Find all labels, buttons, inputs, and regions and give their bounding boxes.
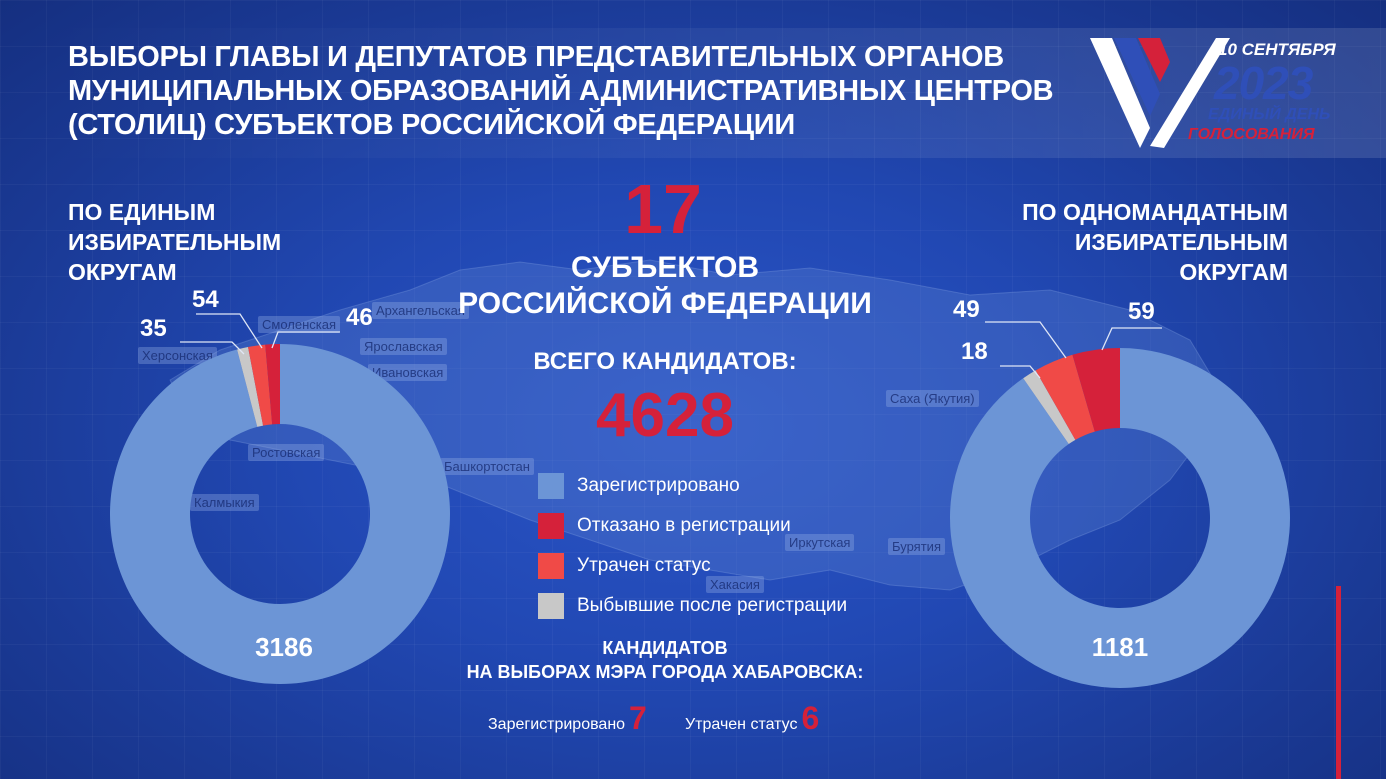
map-label-khakassia: Хакасия [706,576,764,593]
page-title: Выборы главы и депутатов представительны… [68,40,1054,142]
donut-slice-dropped [237,347,264,427]
left-heading-line: избирательным [68,229,282,255]
mayor-title-line: Кандидатов [602,638,728,658]
legend-label: Зарегистрировано [577,475,740,496]
chart-legend: Зарегистрировано Отказано в регистрации … [538,466,847,626]
page-title-line: муниципальных образований административн… [68,75,1054,107]
mayor-candidates-title: Кандидатов на выборах мэра города Хабаро… [430,636,900,684]
donut-chart-single-member-districts [950,348,1290,688]
logo-line2: ГОЛОСОВАНИЯ [1188,126,1315,143]
map-label-ivanovo: Ивановская [368,364,448,381]
legend-label: Отказано в регистрации [577,515,791,536]
logo-year: 2023 [1214,57,1313,109]
map-label-rostov: Ростовская [248,444,325,461]
map-label-smolensk: Смоленская [258,316,341,333]
mayor-registered-value: 7 [629,700,647,736]
legend-swatch [538,593,564,619]
donut-slice-dropped [1023,370,1076,445]
leader-line [1101,327,1162,351]
left-heading-line: округам [68,259,177,285]
right-heading-line: избирательным [1074,229,1288,255]
donut-left-dropped-label: 35 [140,315,167,342]
donut-right-refused-label: 59 [1128,298,1155,325]
donut-right-dropped-label: 18 [961,338,988,365]
donut-slice-refused [265,344,280,425]
mayor-lost-status-label: Утрачен статус [685,716,798,733]
legend-swatch [538,553,564,579]
legend-swatch [538,473,564,499]
map-label-irkutsk: Иркутская [785,534,855,551]
legend-item: Выбывшие после регистрации [538,586,847,626]
mayor-registered: Зарегистрировано 7 [488,700,647,737]
page-title-line: (столиц) субъектов Российской Федерации [68,109,795,141]
map-label-kalmykia: Калмыкия [190,494,259,511]
map-label-bashkortostan: Башкортостан [440,458,534,475]
donut-right-registered-label: 1181 [1091,632,1149,662]
donut-chart-single-districts [110,344,450,684]
donut-slice-refused [1072,348,1120,432]
donut-slice-registered [950,348,1290,688]
total-candidates-label: Всего кандидатов: [533,348,797,375]
legend-item: Зарегистрировано [538,466,847,506]
leader-line [1000,365,1041,379]
donut-slice-registered [110,344,450,684]
map-label-arkhangelsk: Архангельская [372,302,469,319]
left-chart-heading: По единым избирательным округам [68,197,281,287]
left-heading-line: По единым [68,199,216,225]
map-label-yakutia: Саха (Якутия) [886,390,979,407]
leader-line [196,313,263,349]
right-heading-line: округам [1179,259,1288,285]
mayor-registered-label: Зарегистрировано [488,716,626,733]
donut-left-refused-label: 46 [346,304,373,331]
mayor-lost-status-value: 6 [801,700,820,736]
subjects-label-line: Российской Федерации [458,287,872,320]
donut-left-registered-label: 3186 [255,632,313,662]
election-day-logo [1090,38,1230,148]
accent-bar [1336,586,1341,779]
legend-label: Утрачен статус [577,555,711,576]
map-label-kherson: Херсонская [138,347,217,364]
legend-item: Утрачен статус [538,546,847,586]
map-label-buryatia: Бурятия [888,538,945,555]
donut-slice-lost-status [248,344,273,426]
right-chart-heading: По одномандатным избирательным округам [1022,197,1288,287]
leader-line [180,341,245,355]
mayor-title-line: на выборах мэра города Хабаровска: [466,662,864,682]
legend-swatch [538,513,564,539]
donut-left-lost-status-label: 54 [192,286,219,313]
legend-label: Выбывшие после регистрации [577,595,848,616]
legend-item: Отказано в регистрации [538,506,847,546]
subjects-label-line: субъектов [570,251,760,284]
right-heading-line: По одномандатным [1022,199,1288,225]
map-label-yaroslavl: Ярославская [360,338,447,355]
mayor-lost-status: Утрачен статус 6 [685,700,819,737]
subjects-count: 17 [624,170,702,248]
subjects-label: субъектов Российской Федерации [430,250,900,322]
logo-date: 10 СЕНТЯБРЯ [1218,40,1336,59]
donut-right-lost-status-label: 49 [953,296,980,323]
page-title-line: Выборы главы и депутатов представительны… [68,41,1004,73]
leader-line [985,321,1067,359]
total-candidates-value: 4628 [596,381,734,450]
logo-line1: ЕДИНЫЙ ДЕНЬ [1208,106,1331,123]
donut-slice-lost-status [1035,354,1095,440]
leader-line [271,331,340,349]
